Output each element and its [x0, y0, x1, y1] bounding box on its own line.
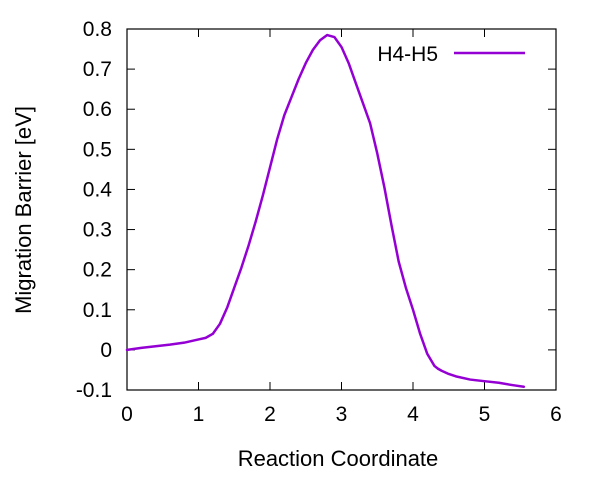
x-tick-label: 2: [264, 403, 276, 426]
x-tick-label: 3: [336, 403, 348, 426]
y-axis-label: Migration Barrier [eV]: [11, 106, 36, 314]
y-tick-label: 0.2: [83, 259, 112, 282]
y-tick-label: 0.1: [83, 299, 112, 322]
y-tick-label: 0.8: [83, 18, 112, 41]
series-layer: [125, 33, 526, 389]
x-tick-label: 0: [121, 403, 133, 426]
legend-label: H4-H5: [377, 43, 438, 66]
plot-area-frame: [126, 28, 557, 391]
y-tick-label: 0.4: [83, 178, 113, 201]
x-tick-label: 4: [407, 403, 419, 426]
x-tick-label: 5: [479, 403, 491, 426]
y-tick-label: 0: [100, 339, 112, 362]
y-axis-ticks: -0.1 0 0.1 0.2 0.3 0.4 0.5 0.6 0.7 0.8: [76, 18, 556, 402]
y-tick-label: -0.1: [76, 379, 112, 402]
y-tick-label: 0.3: [83, 219, 112, 242]
series-line-h4-h5: [125, 33, 526, 389]
x-axis-ticks: 0 1 2 3 4 5 6: [121, 29, 562, 426]
y-tick-label: 0.5: [83, 138, 112, 161]
x-tick-label: 1: [193, 403, 205, 426]
y-tick-label: 0.6: [83, 98, 112, 121]
legend: H4-H5: [377, 43, 525, 66]
x-tick-label: 6: [550, 403, 562, 426]
y-tick-label: 0.7: [83, 58, 112, 81]
x-axis-label: Reaction Coordinate: [238, 446, 439, 471]
